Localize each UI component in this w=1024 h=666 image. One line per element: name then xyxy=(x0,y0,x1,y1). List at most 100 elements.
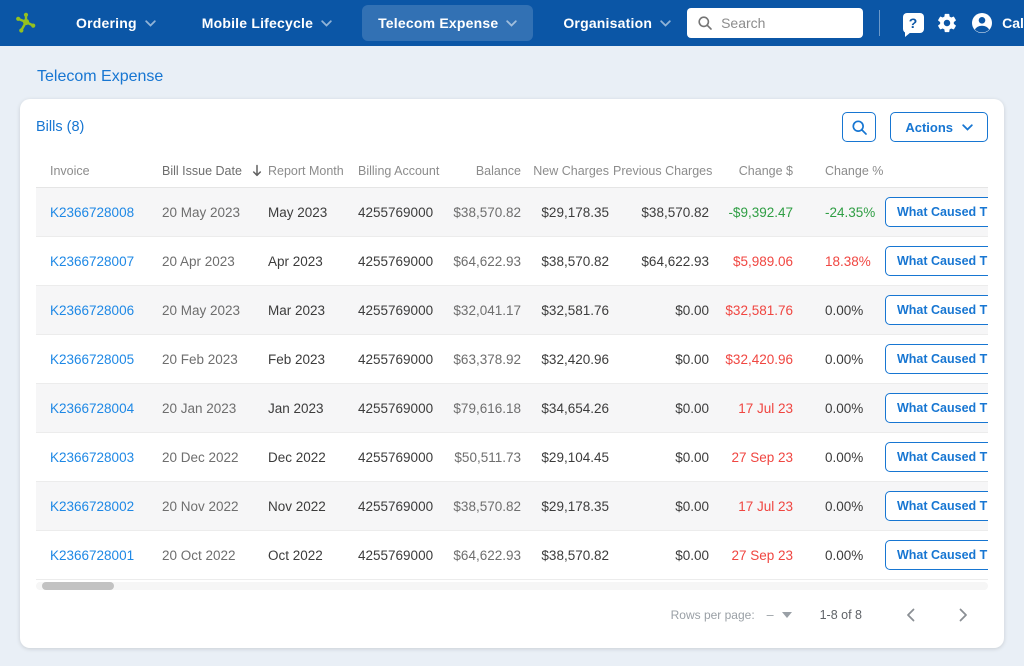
invoice-link[interactable]: K2366728008 xyxy=(50,204,135,220)
gear-icon xyxy=(938,13,956,33)
table-row: K2366728003 20 Dec 2022 Dec 2022 4255769… xyxy=(36,432,988,482)
what-caused-this-button[interactable]: What Caused This? xyxy=(885,295,988,325)
table-row: K2366728004 20 Jan 2023 Jan 2023 4255769… xyxy=(36,383,988,433)
what-caused-this-button[interactable]: What Caused This? xyxy=(885,197,988,227)
top-nav: Ordering Mobile Lifecycle Telecom Expens… xyxy=(0,0,1024,46)
table-row: K2366728008 20 May 2023 May 2023 4255769… xyxy=(36,187,988,237)
what-caused-this-button[interactable]: What Caused This? xyxy=(885,442,988,472)
invoice-link[interactable]: K2366728005 xyxy=(50,351,135,367)
column-header-previous-charges[interactable]: Previous Charges xyxy=(611,154,712,188)
main-content: Telecom Expense Bills (8) Actions xyxy=(0,46,1024,648)
user-name: Calvary xyxy=(1002,15,1024,31)
column-header-bill-issue-date[interactable]: Bill Issue Date xyxy=(160,154,266,188)
new-charges-cell: $29,104.45 xyxy=(523,432,611,482)
table-row: K2366728001 20 Oct 2022 Oct 2022 4255769… xyxy=(36,530,988,580)
what-caused-this-button[interactable]: What Caused This? xyxy=(885,393,988,423)
horizontal-scrollbar-thumb[interactable] xyxy=(42,582,114,590)
invoice-link[interactable]: K2366728007 xyxy=(50,253,135,269)
balance-cell: $79,616.18 xyxy=(451,383,523,433)
search-icon xyxy=(852,119,867,135)
billing-account-cell: 4255769000 xyxy=(356,481,451,531)
user-menu[interactable]: Calvary xyxy=(970,11,1024,35)
bills-table-viewport: Invoice Bill Issue Date Report Month Bil… xyxy=(36,154,988,580)
change-amount-cell: 27 Sep 23 xyxy=(711,432,795,482)
nav-item-ordering[interactable]: Ordering xyxy=(60,5,172,41)
search-input[interactable] xyxy=(721,15,852,31)
chevron-down-icon xyxy=(660,19,671,27)
billing-account-cell: 4255769000 xyxy=(356,334,451,384)
invoice-link[interactable]: K2366728001 xyxy=(50,547,135,563)
nav-item-label: Mobile Lifecycle xyxy=(201,15,314,31)
column-header-report-month[interactable]: Report Month xyxy=(266,154,356,188)
billing-account-cell: 4255769000 xyxy=(356,383,451,433)
previous-charges-cell: $0.00 xyxy=(611,530,711,580)
nav-item-mobile-lifecycle[interactable]: Mobile Lifecycle xyxy=(186,5,348,41)
nav-item-label: Ordering xyxy=(76,15,137,31)
report-month-cell: May 2023 xyxy=(266,187,356,237)
previous-page-button[interactable] xyxy=(906,608,915,622)
report-month-cell: Nov 2022 xyxy=(266,481,356,531)
column-header-action xyxy=(881,154,988,188)
next-page-button[interactable] xyxy=(959,608,968,622)
nav-item-telecom-expense[interactable]: Telecom Expense xyxy=(362,5,534,41)
column-header-change-amount[interactable]: Change $ xyxy=(711,154,795,188)
change-amount-cell: $32,420.96 xyxy=(711,334,795,384)
invoice-link[interactable]: K2366728003 xyxy=(50,449,135,465)
brand-logo-icon[interactable] xyxy=(14,10,38,36)
nav-divider xyxy=(879,10,881,36)
table-header-row: Invoice Bill Issue Date Report Month Bil… xyxy=(36,154,988,188)
column-header-new-charges[interactable]: New Charges xyxy=(523,154,611,188)
what-caused-this-button[interactable]: What Caused This? xyxy=(885,540,988,570)
report-month-cell: Jan 2023 xyxy=(266,383,356,433)
billing-account-cell: 4255769000 xyxy=(356,187,451,237)
invoice-link[interactable]: K2366728002 xyxy=(50,498,135,514)
table-row: K2366728006 20 May 2023 Mar 2023 4255769… xyxy=(36,285,988,335)
table-footer: Rows per page: – 1-8 of 8 xyxy=(20,590,1004,644)
help-button[interactable]: ? xyxy=(896,6,930,40)
billing-account-cell: 4255769000 xyxy=(356,530,451,580)
change-amount-cell: $5,989.06 xyxy=(711,236,795,286)
sort-descending-icon xyxy=(253,164,262,177)
change-percent-cell: 0.00% xyxy=(795,481,881,531)
previous-charges-cell: $0.00 xyxy=(611,432,711,482)
new-charges-cell: $38,570.82 xyxy=(523,530,611,580)
bill-issue-date-cell: 20 Feb 2023 xyxy=(160,334,266,384)
column-header-balance[interactable]: Balance xyxy=(451,154,523,188)
nav-item-organisation[interactable]: Organisation xyxy=(547,5,687,41)
change-percent-cell: -24.35% xyxy=(795,187,881,237)
previous-charges-cell: $0.00 xyxy=(611,383,711,433)
change-amount-cell: -$9,392.47 xyxy=(711,187,795,237)
avatar-icon xyxy=(972,13,993,33)
rows-per-page-dropdown[interactable] xyxy=(781,612,792,618)
what-caused-this-button[interactable]: What Caused This? xyxy=(885,491,988,521)
column-header-change-percent[interactable]: Change % xyxy=(795,154,883,188)
previous-charges-cell: $0.00 xyxy=(611,334,711,384)
horizontal-scrollbar-track xyxy=(36,582,988,590)
billing-account-cell: 4255769000 xyxy=(356,285,451,335)
what-caused-this-button[interactable]: What Caused This? xyxy=(885,246,988,276)
table-row: K2366728007 20 Apr 2023 Apr 2023 4255769… xyxy=(36,236,988,286)
billing-account-cell: 4255769000 xyxy=(356,236,451,286)
bills-count-title: Bills (8) xyxy=(36,119,85,135)
column-header-invoice[interactable]: Invoice xyxy=(36,154,160,188)
invoice-link[interactable]: K2366728006 xyxy=(50,302,135,318)
invoice-link[interactable]: K2366728004 xyxy=(50,400,135,416)
table-search-button[interactable] xyxy=(842,112,877,142)
rows-per-page-value: – xyxy=(766,608,774,622)
chevron-down-icon xyxy=(506,19,518,27)
billing-account-cell: 4255769000 xyxy=(356,432,451,482)
chevron-down-icon xyxy=(962,123,973,131)
bills-card: Bills (8) Actions xyxy=(20,99,1004,648)
settings-button[interactable] xyxy=(930,6,964,40)
column-header-billing-account[interactable]: Billing Account xyxy=(356,154,451,188)
chevron-left-icon xyxy=(907,608,915,622)
balance-cell: $38,570.82 xyxy=(451,187,523,237)
report-month-cell: Feb 2023 xyxy=(266,334,356,384)
previous-charges-cell: $38,570.82 xyxy=(611,187,711,237)
balance-cell: $38,570.82 xyxy=(451,481,523,531)
bill-issue-date-cell: 20 May 2023 xyxy=(160,285,266,335)
actions-button[interactable]: Actions xyxy=(890,112,988,142)
what-caused-this-button[interactable]: What Caused This? xyxy=(885,344,988,374)
change-percent-cell: 0.00% xyxy=(795,383,881,433)
balance-cell: $32,041.17 xyxy=(451,285,523,335)
